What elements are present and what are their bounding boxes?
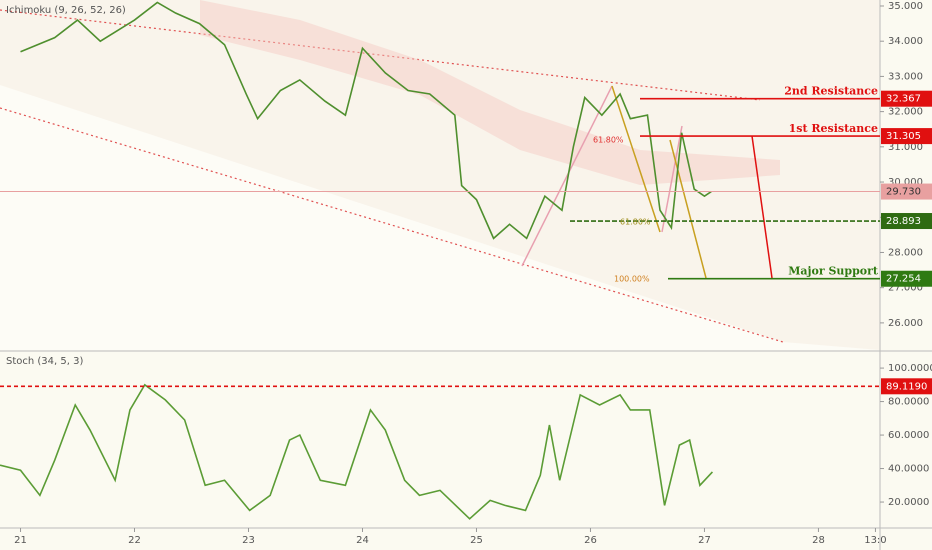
x-tick-label: 26 bbox=[584, 535, 597, 546]
price-label: 27.254 bbox=[886, 274, 921, 285]
fib-label: 61.80% bbox=[593, 136, 624, 145]
series-line bbox=[0, 383, 714, 520]
y-tick-label: 28.000 bbox=[888, 247, 923, 258]
price-label: 28.893 bbox=[886, 216, 921, 227]
y-tick-label: 60.0000 bbox=[888, 430, 929, 441]
y-tick-label: 35.000 bbox=[888, 1, 923, 12]
arrow bbox=[611, 85, 661, 233]
price-label: 29.730 bbox=[886, 187, 921, 198]
y-tick-label: 30.000 bbox=[888, 177, 923, 188]
arrows bbox=[521, 85, 773, 279]
price-label: 32.367 bbox=[886, 94, 921, 105]
price-label-box bbox=[881, 270, 932, 287]
arrow bbox=[751, 135, 773, 279]
price-label-box bbox=[881, 90, 932, 107]
x-tick-label: 21 bbox=[14, 535, 27, 546]
level-name: 2nd Resistance bbox=[784, 85, 878, 98]
arrow bbox=[669, 139, 707, 279]
x-tick-label: 23 bbox=[242, 535, 255, 546]
y-tick-label: 20.0000 bbox=[888, 497, 929, 508]
ichimoku-cloud bbox=[200, 0, 780, 185]
y-tick-label: 34.000 bbox=[888, 36, 923, 47]
x-tick-label: 27 bbox=[698, 535, 711, 546]
y-tick-label: 80.0000 bbox=[888, 397, 929, 408]
y-tick-label: 31.000 bbox=[888, 142, 923, 153]
channel-fill bbox=[0, 0, 880, 350]
level-name: Major Support bbox=[788, 265, 879, 278]
price-label: 31.305 bbox=[886, 131, 921, 142]
series-line bbox=[20, 1, 712, 240]
arrow bbox=[521, 85, 613, 267]
y-tick-label: 40.0000 bbox=[888, 464, 929, 475]
x-tick-label: 24 bbox=[356, 535, 369, 546]
price-label-box bbox=[881, 183, 932, 200]
y-tick-label: 26.000 bbox=[888, 318, 923, 329]
price-label: 89.1190 bbox=[886, 381, 927, 392]
y-tick-label: 32.000 bbox=[888, 107, 923, 118]
y-tick-label: 33.000 bbox=[888, 71, 923, 82]
fib-label: 61.80% bbox=[620, 218, 651, 227]
y-tick-label: 27.000 bbox=[888, 283, 923, 294]
x-tick-label: 25 bbox=[470, 535, 483, 546]
x-tick-label: 28 bbox=[812, 535, 825, 546]
price-title: Ichimoku (9, 26, 52, 26) bbox=[6, 5, 126, 16]
x-tick-label: 22 bbox=[128, 535, 141, 546]
x-tick-label: 13:0 bbox=[864, 535, 886, 546]
fib-label: 100.00% bbox=[614, 275, 650, 284]
level-name: 1st Resistance bbox=[789, 122, 878, 135]
channel-bottom bbox=[0, 107, 784, 343]
price-label-box bbox=[881, 213, 932, 230]
price-label-box bbox=[881, 378, 932, 395]
price-label-box bbox=[881, 128, 932, 145]
y-tick-label: 100.0000 bbox=[888, 363, 932, 374]
stoch-title: Stoch (34, 5, 3) bbox=[6, 356, 83, 367]
arrow bbox=[661, 125, 683, 233]
